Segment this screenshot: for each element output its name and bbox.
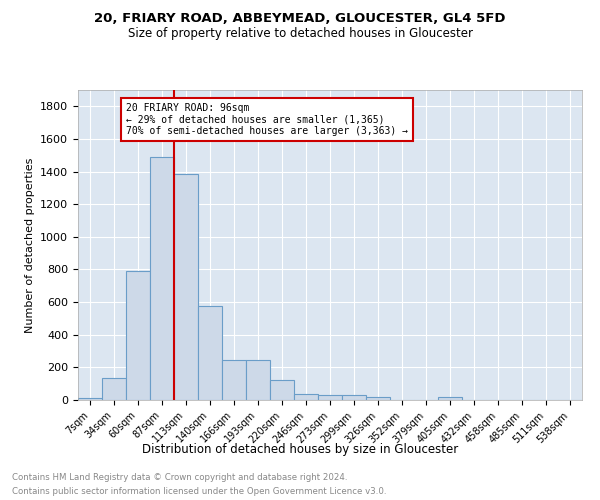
Bar <box>366 397 390 400</box>
Text: 20 FRIARY ROAD: 96sqm
← 29% of detached houses are smaller (1,365)
70% of semi-d: 20 FRIARY ROAD: 96sqm ← 29% of detached … <box>126 103 408 136</box>
Text: 20, FRIARY ROAD, ABBEYMEAD, GLOUCESTER, GL4 5FD: 20, FRIARY ROAD, ABBEYMEAD, GLOUCESTER, … <box>94 12 506 26</box>
Bar <box>126 271 150 400</box>
Text: Size of property relative to detached houses in Gloucester: Size of property relative to detached ho… <box>128 28 473 40</box>
Bar <box>102 378 126 400</box>
Bar <box>150 157 174 400</box>
Text: Contains HM Land Registry data © Crown copyright and database right 2024.: Contains HM Land Registry data © Crown c… <box>12 472 347 482</box>
Bar <box>222 360 246 400</box>
Bar <box>294 394 318 400</box>
Bar <box>198 306 222 400</box>
Bar <box>342 396 366 400</box>
Bar <box>270 380 294 400</box>
Text: Distribution of detached houses by size in Gloucester: Distribution of detached houses by size … <box>142 442 458 456</box>
Bar <box>174 174 198 400</box>
Bar <box>438 397 462 400</box>
Y-axis label: Number of detached properties: Number of detached properties <box>25 158 35 332</box>
Bar <box>78 398 102 400</box>
Bar <box>246 360 270 400</box>
Text: Contains public sector information licensed under the Open Government Licence v3: Contains public sector information licen… <box>12 488 386 496</box>
Bar <box>318 396 342 400</box>
